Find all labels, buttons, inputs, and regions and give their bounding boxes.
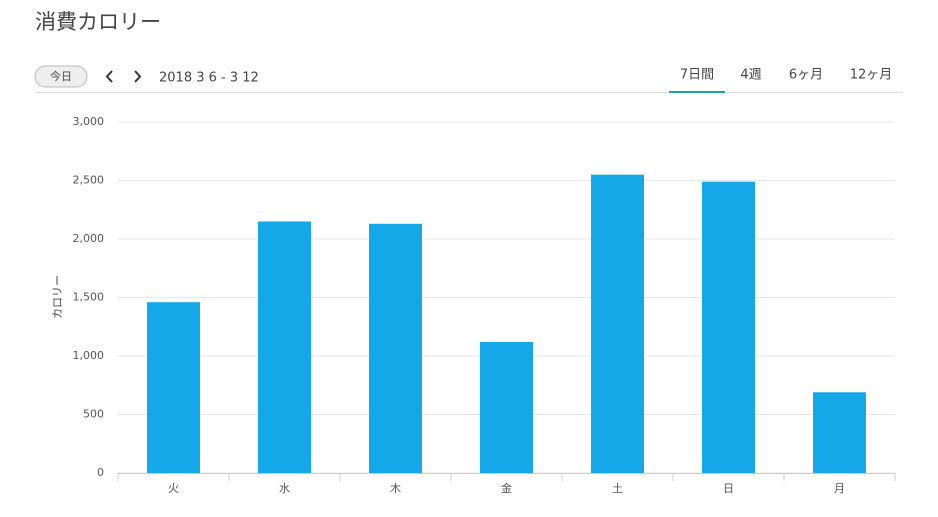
bar bbox=[147, 302, 200, 473]
y-tick-label: 1,000 bbox=[73, 349, 105, 362]
period-tab[interactable]: 4週 bbox=[740, 68, 761, 83]
x-tick-label: 日 bbox=[723, 482, 734, 495]
y-tick-label: 0 bbox=[97, 466, 104, 479]
today-button-bg bbox=[34, 65, 88, 88]
date-range: 2018 3 6 - 3 12 bbox=[159, 71, 259, 86]
y-tick-label: 2,500 bbox=[73, 174, 105, 187]
bar bbox=[813, 392, 866, 473]
y-tick-label: 3,000 bbox=[73, 115, 105, 128]
bar bbox=[480, 341, 533, 473]
prev-arrow[interactable] bbox=[105, 70, 113, 83]
next-arrow[interactable] bbox=[134, 70, 142, 83]
x-tick-label: 木 bbox=[390, 482, 401, 495]
x-tick-label: 水 bbox=[279, 482, 290, 495]
x-tick-label: 月 bbox=[834, 482, 845, 495]
period-tab[interactable]: 12ヶ月 bbox=[850, 68, 893, 83]
bar bbox=[258, 221, 311, 473]
page-title: 消費カロリー bbox=[35, 10, 161, 34]
active-tab-underline bbox=[669, 91, 725, 93]
today-button-label: 今日 bbox=[50, 69, 72, 83]
x-tick-label: 土 bbox=[612, 482, 623, 495]
today-button[interactable]: 今日 bbox=[34, 65, 88, 88]
x-tick-label: 火 bbox=[168, 482, 179, 495]
x-tick-label: 金 bbox=[501, 481, 512, 495]
y-tick-label: 500 bbox=[83, 408, 104, 421]
period-tab[interactable]: 7日間 bbox=[680, 68, 714, 83]
bar bbox=[591, 174, 644, 473]
y-tick-label: 2,000 bbox=[73, 232, 105, 245]
bar bbox=[369, 223, 422, 473]
bar bbox=[702, 181, 755, 474]
period-tab[interactable]: 6ヶ月 bbox=[789, 68, 823, 83]
y-tick-label: 1,500 bbox=[73, 291, 105, 304]
y-axis-label: カロリー bbox=[51, 275, 64, 319]
